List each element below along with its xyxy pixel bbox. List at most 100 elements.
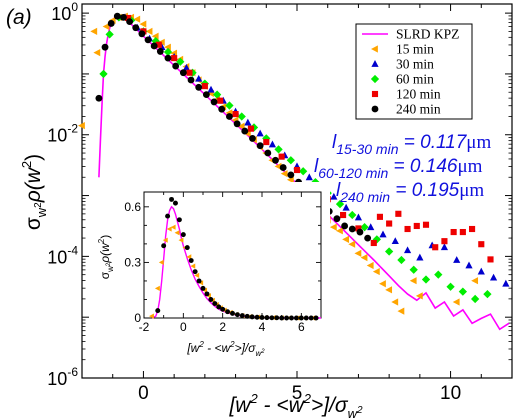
data-point (90, 27, 98, 35)
data-point (348, 210, 357, 220)
x-axis-label: [w2 - <w2>]/σw2 (228, 391, 363, 418)
annotation-line: l240 min = 0.195μm (336, 180, 484, 205)
data-point (201, 83, 208, 90)
inset-data-point (194, 272, 200, 278)
data-point (247, 125, 254, 132)
data-point (391, 298, 399, 306)
data-point (416, 253, 424, 261)
data-point (105, 30, 114, 39)
data-point (101, 43, 109, 51)
data-point (370, 239, 377, 247)
data-point (286, 156, 295, 165)
data-point (244, 118, 252, 126)
data-point (348, 240, 356, 248)
data-point (335, 199, 345, 209)
inset-data-point (176, 217, 182, 223)
data-point (379, 230, 387, 238)
data-point (237, 112, 246, 121)
data-point (404, 225, 411, 233)
data-point (237, 122, 245, 130)
data-point (502, 279, 510, 287)
data-point (341, 222, 349, 230)
data-point (99, 69, 108, 79)
data-point (225, 101, 234, 110)
data-point (342, 235, 350, 243)
data-point (195, 74, 203, 82)
data-point (386, 220, 393, 227)
data-point (379, 280, 386, 288)
inset-data-point (184, 245, 190, 251)
panel-label: (a) (6, 6, 32, 29)
data-point (453, 256, 461, 263)
inset-y-tick-label: 0.3 (124, 255, 141, 269)
data-point (330, 192, 338, 200)
data-point (366, 261, 374, 270)
data-point (125, 14, 132, 22)
data-point (487, 256, 494, 263)
data-point (329, 223, 337, 231)
inset-data-point (249, 314, 255, 320)
data-point (397, 307, 405, 315)
inset-data-point (313, 315, 319, 321)
data-point (340, 211, 347, 219)
inset-background (98, 182, 330, 358)
inset-data-point (162, 237, 168, 243)
inset-data-point (166, 226, 172, 232)
inset-y-tick-label: 0 (134, 311, 141, 325)
y-tick-label: 10-4 (47, 243, 78, 267)
data-point (243, 129, 251, 138)
main-chart: 0 5 10 100 10-2 10-4 10-6 [w2 - <w2>]/σw2 σw2ρ(w… (19, 0, 513, 418)
data-point (95, 94, 103, 102)
data-point (207, 85, 215, 93)
data-point (256, 129, 264, 137)
data-point (287, 171, 295, 179)
y-tick-label: 10-6 (47, 365, 78, 389)
data-point (232, 111, 239, 118)
inset-data-point (161, 243, 167, 249)
inset-data-point (274, 315, 280, 321)
data-point (391, 237, 399, 245)
inset-data-point (254, 314, 260, 320)
data-point (120, 13, 127, 21)
data-point (299, 167, 308, 176)
data-point (133, 15, 141, 23)
data-point (397, 255, 406, 265)
data-point (333, 215, 341, 223)
data-point (102, 22, 110, 31)
data-point (279, 164, 287, 172)
data-point (336, 227, 343, 235)
inset-data-point (186, 254, 192, 260)
inset-data-point (178, 237, 184, 243)
legend-frame (355, 23, 473, 120)
data-point (202, 91, 210, 99)
data-point (93, 49, 101, 57)
data-point (164, 54, 172, 62)
data-point (354, 213, 363, 221)
data-point (226, 113, 233, 120)
x-tick-label: 0 (138, 383, 149, 404)
inset-data-point (174, 230, 180, 236)
inset-data-point (230, 310, 235, 316)
legend-swatch-15-min (371, 45, 378, 53)
inset-data-point (216, 304, 222, 310)
inset-data-point (225, 309, 231, 315)
data-point (458, 287, 467, 296)
data-point (241, 127, 249, 135)
inset-y-axis-label: σw2ρ(w2) (97, 235, 115, 280)
legend-label-15-min: 15 min (396, 42, 434, 57)
inset-y-tick-label: 0.6 (124, 200, 141, 214)
data-point (170, 49, 178, 57)
inset-data-point (188, 258, 194, 264)
data-point (441, 238, 448, 245)
data-point (217, 97, 224, 104)
inset-data-point (289, 315, 294, 321)
data-point (274, 162, 282, 170)
data-point (263, 138, 270, 146)
inset-data-point (154, 285, 160, 291)
data-point (367, 223, 375, 231)
data-point (293, 166, 301, 174)
inset-plot-frame (143, 191, 322, 319)
data-point (138, 30, 146, 38)
data-point (218, 105, 226, 113)
